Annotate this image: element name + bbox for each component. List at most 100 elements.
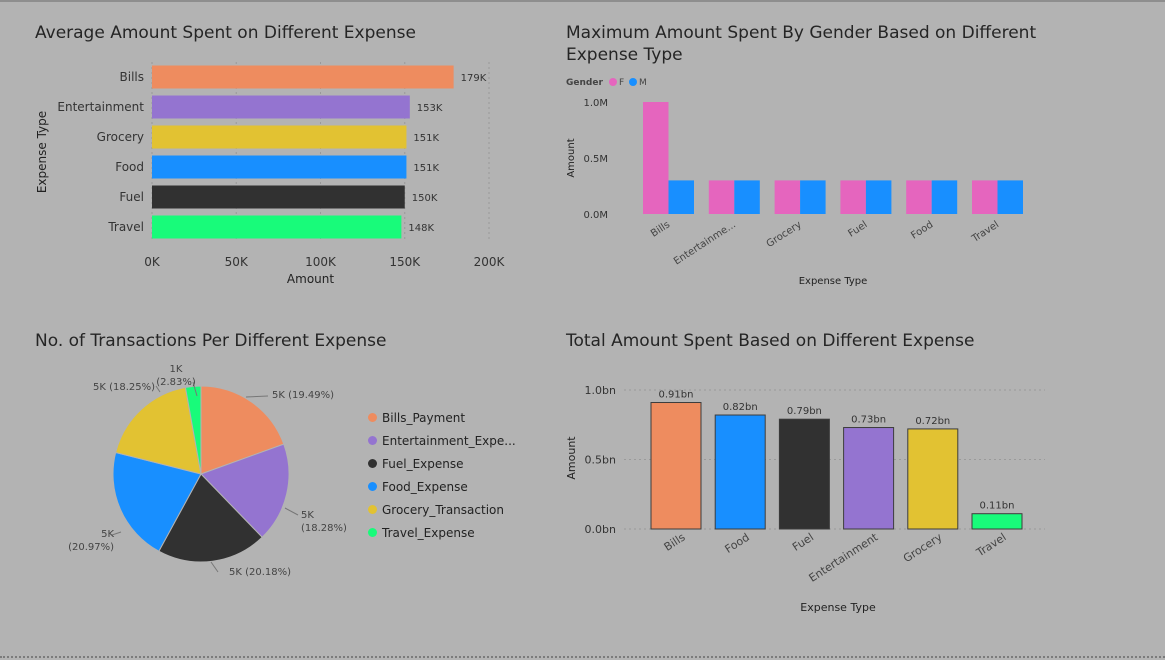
pie-label-travel-expense: 1K bbox=[170, 364, 183, 375]
x-axis-label: Expense Type bbox=[800, 601, 876, 614]
bar-entertainment bbox=[843, 427, 895, 530]
bar-fuel-f bbox=[840, 180, 866, 214]
legend-item-bills-payment[interactable]: Bills_Payment bbox=[368, 406, 516, 429]
y-tick-label: 0.0M bbox=[583, 210, 608, 221]
bar-fuel bbox=[778, 418, 830, 530]
data-label-travel: 0.11bn bbox=[980, 501, 1015, 512]
avg-amount-title: Average Amount Spent on Different Expens… bbox=[35, 23, 416, 43]
legend-label: Bills_Payment bbox=[382, 410, 466, 425]
data-label-grocery: 0.72bn bbox=[915, 416, 950, 427]
legend-item-entertainment-expe[interactable]: Entertainment_Expe... bbox=[368, 429, 516, 452]
pie-leader-line bbox=[192, 381, 198, 397]
legend-marker bbox=[368, 528, 377, 537]
bar-food-f bbox=[906, 180, 932, 214]
y-tick-label-bills: Bills bbox=[120, 70, 145, 84]
x-tick-label: 0K bbox=[144, 255, 161, 269]
max-by-gender-title-line2: Expense Type bbox=[566, 45, 683, 65]
x-tick-label: 100K bbox=[305, 255, 337, 269]
pie-label-pct-travel-expense: (2.83%) bbox=[156, 377, 196, 388]
y-tick-label: 0.0bn bbox=[585, 523, 616, 536]
y-tick-label: 1.0bn bbox=[585, 384, 616, 397]
bar-travel-f bbox=[972, 180, 998, 214]
pie-slice-grocery-transaction bbox=[115, 386, 202, 475]
pie-label-pct-food-expense: (20.97%) bbox=[68, 542, 114, 553]
legend-marker-m bbox=[629, 78, 637, 86]
bar-fuel bbox=[152, 185, 405, 209]
y-tick-label-entertainment: Entertainment bbox=[57, 100, 144, 114]
pie-leader-line bbox=[210, 561, 219, 573]
bar-travel bbox=[152, 215, 402, 239]
max-by-gender-panel: Maximum Amount Spent By Gender Based on … bbox=[540, 0, 1080, 300]
bar-entertainment bbox=[152, 95, 410, 119]
pie-leader-line bbox=[284, 507, 299, 516]
legend-marker bbox=[368, 459, 377, 468]
x-tick-label-bills: Bills bbox=[662, 530, 688, 553]
data-label-bills: 179K bbox=[461, 73, 487, 84]
y-tick-label: 0.5bn bbox=[585, 454, 616, 467]
bar-travel-m bbox=[997, 180, 1023, 214]
bar-entertainme-m bbox=[734, 180, 760, 214]
pie-slice-food-expense bbox=[112, 451, 202, 552]
legend-title: Gender bbox=[566, 78, 603, 88]
legend-item-food-expense[interactable]: Food_Expense bbox=[368, 475, 516, 498]
legend-label: Travel_Expense bbox=[382, 525, 475, 540]
pie-slice-bills-payment bbox=[200, 385, 285, 475]
x-tick-label-food: Food bbox=[909, 219, 935, 241]
total-amount-chart: 0.0bn 0.5bn 1.0bn 0.91bn Bills 0.82bn Food 0.79… bbox=[565, 384, 1045, 614]
max-by-gender-chart: Gender F M 0.0M 0.5M 1.0M Bills Entertainme... G… bbox=[566, 78, 1023, 287]
bar-food bbox=[714, 414, 766, 530]
pie-label-grocery-transaction: 5K (18.25%) bbox=[93, 382, 155, 393]
y-tick-label-food: Food bbox=[115, 160, 144, 174]
pie-leader-line bbox=[245, 395, 269, 398]
data-label-entertainment: 0.73bn bbox=[851, 415, 886, 426]
y-axis-label: Amount bbox=[566, 138, 577, 177]
pie-slice-fuel-expense bbox=[158, 473, 263, 563]
bar-grocery bbox=[907, 428, 959, 530]
y-tick-label: 1.0M bbox=[583, 98, 608, 109]
x-axis-label: Expense Type bbox=[799, 276, 868, 287]
legend-label: Entertainment_Expe... bbox=[382, 433, 516, 448]
data-label-grocery: 151K bbox=[413, 133, 439, 144]
pie-label-pct-entertainment-expe: (18.28%) bbox=[301, 523, 347, 534]
pie-leader-line bbox=[155, 385, 161, 393]
x-tick-label-grocery: Grocery bbox=[765, 219, 804, 250]
pie-slice-entertainment-expe bbox=[200, 443, 290, 538]
bar-bills bbox=[152, 65, 454, 89]
transactions-pie-chart: 5K (19.49%) 5K (18.28%) 5K (20.18%) 5K (20.97… bbox=[68, 364, 347, 578]
legend-marker-f bbox=[609, 78, 617, 86]
pie-label-entertainment-expe: 5K bbox=[301, 510, 314, 521]
x-tick-label: 200K bbox=[474, 255, 506, 269]
y-tick-label-travel: Travel bbox=[107, 220, 144, 234]
total-amount-panel: Total Amount Spent Based on Different Ex… bbox=[540, 320, 1080, 640]
x-tick-label-entertainme: Entertainme... bbox=[672, 219, 738, 267]
x-tick-label-travel: Travel bbox=[973, 531, 1008, 560]
x-tick-label: 50K bbox=[225, 255, 249, 269]
pie-label-food-expense: 5K bbox=[101, 529, 114, 540]
transactions-legend: Bills_Payment Entertainment_Expe... Fuel_E… bbox=[368, 406, 516, 544]
bar-grocery-f bbox=[774, 180, 801, 214]
data-label-food: 151K bbox=[413, 163, 439, 174]
x-tick-label-grocery: Grocery bbox=[901, 530, 945, 565]
legend-item-fuel-expense[interactable]: Fuel_Expense bbox=[368, 452, 516, 475]
x-tick-label-travel: Travel bbox=[969, 219, 1001, 245]
legend-item-grocery-transaction[interactable]: Grocery_Transaction bbox=[368, 498, 516, 521]
avg-amount-chart: 0K 50K 100K 150K 200K Bills 179K Entertainment 1… bbox=[35, 62, 506, 286]
y-tick-label-fuel: Fuel bbox=[119, 190, 144, 204]
top-border bbox=[0, 0, 1165, 2]
x-axis-label: Amount bbox=[287, 272, 334, 286]
legend-label-f: F bbox=[619, 78, 624, 88]
max-by-gender-title-line1: Maximum Amount Spent By Gender Based on … bbox=[566, 23, 1037, 43]
legend-label: Grocery_Transaction bbox=[382, 502, 504, 517]
y-tick-label: 0.5M bbox=[583, 154, 608, 165]
pie-label-bills-payment: 5K (19.49%) bbox=[272, 390, 334, 401]
bottom-border bbox=[0, 656, 1165, 658]
legend-item-travel-expense[interactable]: Travel_Expense bbox=[368, 521, 516, 544]
pie-leader-line bbox=[111, 531, 122, 536]
y-axis-label: Amount bbox=[565, 436, 578, 480]
legend-marker bbox=[368, 505, 377, 514]
data-label-entertainment: 153K bbox=[417, 103, 443, 114]
legend-marker bbox=[368, 482, 377, 491]
y-axis-label: Expense Type bbox=[35, 111, 49, 193]
legend-label-m: M bbox=[639, 78, 647, 88]
bar-fuel-m bbox=[865, 180, 892, 214]
